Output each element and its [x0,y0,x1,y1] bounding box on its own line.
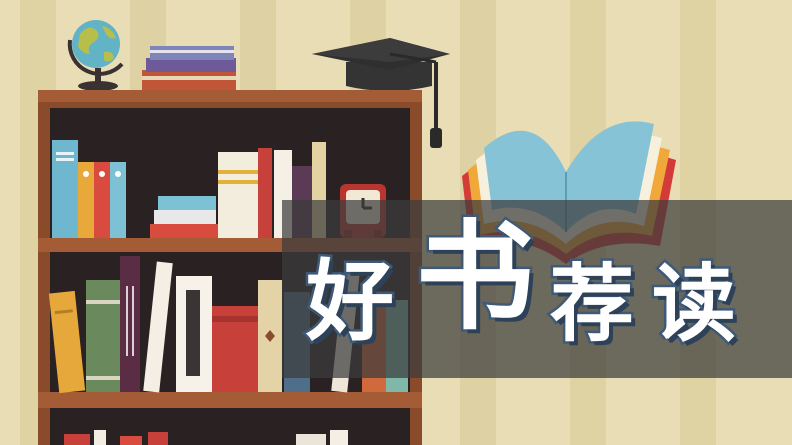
globe-icon [67,20,124,91]
title-char-4: 读 [649,255,738,353]
title-banner [282,200,792,378]
title-char-2: 书 [413,208,536,346]
graduation-cap-icon [312,38,450,148]
shelf-3-books [64,430,348,445]
title-char-1: 好 [303,250,396,353]
title-char-3: 荐 [547,255,636,353]
title-text: 好 书 荐 读 [300,216,770,358]
book-stack-icon [142,46,236,90]
